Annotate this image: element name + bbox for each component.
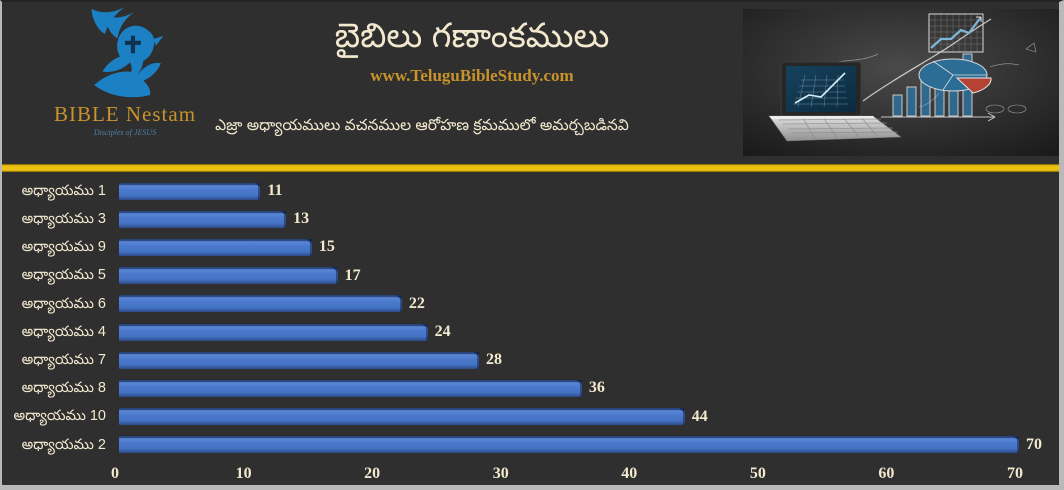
value-label: 22 <box>408 294 425 312</box>
x-tick-label: 40 <box>621 465 638 482</box>
x-tick-label: 0 <box>111 465 119 482</box>
website-url: www.TeluguBibleStudy.com <box>370 65 574 85</box>
bar-row: అధ్యాయము 6 22 <box>2 290 1059 318</box>
header-divider <box>2 164 1059 172</box>
category-label: అధ్యాయము 10 <box>13 408 106 425</box>
bar <box>119 408 685 426</box>
x-tick-label: 50 <box>749 465 766 482</box>
brand-tagline: Disciples of JESUS <box>93 128 157 137</box>
x-tick-label: 70 <box>1006 465 1023 482</box>
page-title: బైబిలు గణాంకములు <box>334 17 610 55</box>
value-label: 28 <box>485 351 502 369</box>
bar <box>119 323 428 341</box>
value-label: 44 <box>691 407 708 425</box>
bar-row: అధ్యాయము 7 28 <box>2 346 1059 374</box>
category-label: అధ్యాయము 9 <box>21 239 106 256</box>
bar-row: అధ్యాయము 3 13 <box>2 205 1059 233</box>
bar <box>119 267 338 285</box>
bar <box>119 436 1019 454</box>
bar-row: అధ్యాయము 1 11 <box>2 177 1059 205</box>
bar <box>119 210 287 228</box>
bar-row: అధ్యాయము 4 24 <box>2 318 1059 346</box>
x-axis: 0 10 20 30 40 50 60 70 <box>2 459 1059 485</box>
category-label: అధ్యాయము 4 <box>21 323 106 340</box>
value-label: 11 <box>267 182 283 200</box>
category-label: అధ్యాయము 6 <box>21 295 106 312</box>
bar <box>119 182 261 200</box>
bar <box>119 238 312 256</box>
category-label: అధ్యాయము 5 <box>21 267 106 284</box>
laptop-with-sketched-charts-photo <box>743 9 1059 156</box>
brand-name: BIBLE Nestam <box>53 102 197 126</box>
category-label: అధ్యాయము 7 <box>21 351 106 368</box>
x-tick-label: 30 <box>492 465 509 482</box>
value-label: 13 <box>293 210 310 228</box>
bar-row: అధ్యాయము 9 15 <box>2 233 1059 261</box>
bar-row: అధ్యాయము 5 17 <box>2 262 1059 290</box>
category-label: అధ్యాయము 8 <box>21 380 106 397</box>
bar-row: అధ్యాయము 10 44 <box>2 403 1059 431</box>
dove-and-hand-logo-icon <box>91 5 164 98</box>
bar <box>119 295 402 313</box>
bar-chart: అధ్యాయము 1 11 అధ్యాయము 3 13 అధ్యాయము 9 15 అధ్య… <box>2 177 1059 459</box>
bar-row: అధ్యాయము 2 70 <box>2 431 1059 459</box>
bar <box>119 351 479 369</box>
bar <box>119 379 582 397</box>
category-label: అధ్యాయము 1 <box>21 182 106 199</box>
category-label: అధ్యాయము 2 <box>21 436 106 453</box>
chart-subtitle: ఎజ్రా అధ్యాయములు వచనముల ఆరోహణ క్రమములో అ… <box>215 117 629 134</box>
value-label: 70 <box>1025 435 1042 453</box>
value-label: 24 <box>434 323 451 341</box>
value-label: 17 <box>344 266 361 284</box>
category-label: అధ్యాయము 3 <box>21 211 106 228</box>
x-tick-label: 60 <box>878 465 895 482</box>
x-tick-label: 20 <box>364 465 381 482</box>
value-label: 36 <box>588 379 605 397</box>
title-block: బైబిలు గణాంకములు www.TeluguBibleStudy.co… <box>197 16 747 86</box>
bar-row: అధ్యాయము 8 36 <box>2 374 1059 402</box>
logo: BIBLE Nestam Disciples of JESUS <box>30 4 220 137</box>
value-label: 15 <box>318 238 335 256</box>
x-tick-label: 10 <box>235 465 252 482</box>
